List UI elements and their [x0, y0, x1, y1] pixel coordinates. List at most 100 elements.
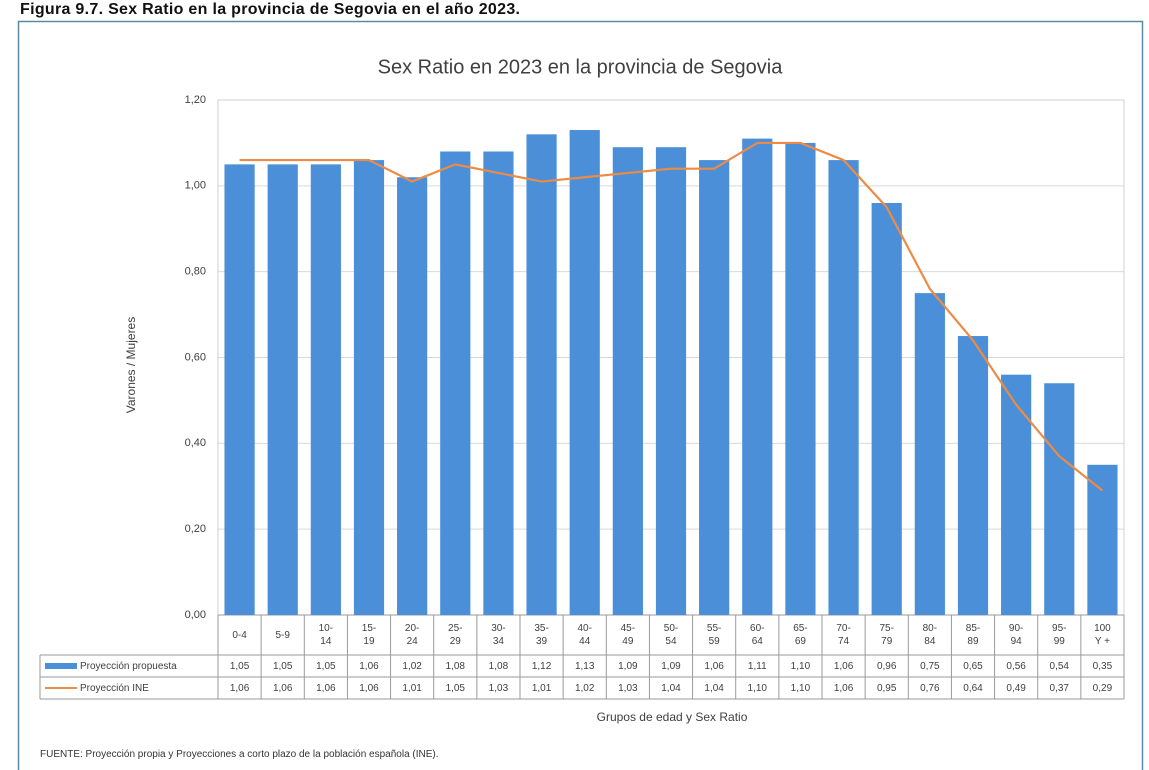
bar: [397, 177, 428, 615]
bar: [957, 336, 989, 615]
y-tick-label: 1,00: [185, 180, 206, 192]
table-value: 1,01: [402, 682, 422, 694]
table-value: 1,11: [747, 660, 767, 672]
bar: [310, 164, 341, 615]
table-value: 1,04: [704, 682, 724, 694]
bar: [224, 164, 255, 615]
table-value: 1,08: [445, 660, 465, 672]
bar: [569, 130, 600, 615]
category-label: 25- 29: [448, 623, 463, 647]
category-label: 10- 14: [318, 623, 334, 647]
bar: [612, 147, 643, 616]
legend-label: Proyección INE: [80, 682, 149, 694]
table-value: 1,06: [833, 660, 854, 672]
table-value: 1,03: [618, 682, 638, 694]
table-value: 1,06: [359, 682, 379, 694]
table-value: 1,06: [833, 682, 854, 694]
table-value: 1,10: [790, 660, 811, 672]
category-label: 45- 49: [620, 623, 636, 647]
category-label: 35- 39: [534, 623, 549, 647]
table-value: 0,35: [1092, 660, 1113, 672]
figure-caption: Figura 9.7. Sex Ratio en la provincia de…: [20, 1, 521, 18]
bar: [483, 151, 514, 615]
line: [239, 141, 1104, 492]
category-label: 65- 69: [793, 623, 808, 647]
chart-title: Sex Ratio en 2023 en la provincia de Seg…: [378, 56, 784, 78]
bar: [742, 138, 773, 615]
category-label: 55- 59: [706, 623, 722, 647]
source-note: FUENTE: Proyección propia y Proyecciones…: [40, 749, 439, 760]
category-label: 100 Y +: [1094, 623, 1111, 647]
table-value: 0,64: [963, 682, 983, 694]
table-value: 0,37: [1049, 682, 1069, 694]
bar: [267, 164, 298, 615]
frame: [17, 20, 1144, 770]
table-value: 1,05: [445, 682, 465, 694]
bar: [871, 203, 902, 615]
table-value: 1,02: [402, 660, 422, 672]
y-tick-label: 0,00: [185, 609, 206, 621]
bar: [526, 134, 557, 616]
category-label: 0-4: [232, 629, 247, 641]
table-value: 1,04: [661, 682, 681, 694]
bar: [1044, 383, 1075, 615]
table-value: 1,01: [531, 682, 552, 694]
table-value: 1,06: [704, 660, 724, 672]
table-value: 0,29: [1092, 682, 1113, 694]
category-label: 60- 64: [750, 623, 765, 647]
y-tick-label: 0,40: [185, 437, 206, 449]
table-value: 1,10: [790, 682, 811, 694]
bar: [1087, 464, 1118, 615]
bar: [699, 160, 730, 616]
bar: [655, 147, 687, 616]
table-value: 1,09: [661, 660, 681, 672]
legend-label: Proyección propuesta: [80, 660, 177, 672]
table-value: 0,49: [1006, 682, 1026, 694]
table-value: 1,06: [229, 682, 250, 694]
y-tick-label: 0,80: [185, 266, 206, 278]
table-value: 0,65: [963, 660, 983, 672]
table-value: 0,95: [876, 682, 897, 694]
table-value: 1,10: [747, 682, 767, 694]
bar: [1001, 374, 1032, 615]
category-label: 85- 89: [965, 623, 981, 647]
category-label: 70- 74: [836, 623, 851, 647]
y-axis-label: Varones / Mujeres: [124, 317, 138, 414]
table-value: 1,05: [272, 660, 293, 672]
y-tick-label: 0,60: [185, 351, 206, 363]
table-value: 1,09: [618, 660, 638, 672]
table-value: 1,05: [316, 660, 336, 672]
category-label: 90- 94: [1008, 623, 1024, 647]
category-label: 75- 79: [879, 623, 894, 647]
table-value: 1,06: [359, 660, 379, 672]
table-value: 1,13: [574, 660, 595, 672]
bar: [440, 151, 471, 615]
table-value: 1,02: [574, 682, 595, 694]
table-value: 0,75: [920, 660, 940, 672]
table-value: 1,06: [272, 682, 293, 694]
table-value: 1,03: [488, 682, 509, 694]
table-value: 1,05: [229, 660, 250, 672]
table-value: 0,76: [920, 682, 940, 694]
table-value: 0,96: [876, 660, 897, 672]
y-tick-label: 1,20: [185, 94, 206, 106]
bar: [828, 160, 859, 616]
category-label: 20- 24: [404, 623, 420, 647]
category-label: 5-9: [275, 629, 290, 641]
table-value: 1,08: [488, 660, 509, 672]
category-label: 95- 99: [1052, 623, 1067, 647]
table-value: 0,54: [1049, 660, 1069, 672]
table-value: 1,06: [316, 682, 336, 694]
category-label: 30- 34: [491, 623, 506, 647]
x-axis-label: Grupos de edad y Sex Ratio: [597, 710, 748, 724]
y-tick-label: 0,20: [185, 523, 206, 535]
bar: [785, 142, 816, 615]
category-label: 15- 19: [361, 623, 377, 647]
bar: [353, 160, 385, 616]
legend-swatch: [45, 663, 77, 669]
bar: [914, 293, 945, 615]
table-value: 1,12: [531, 660, 552, 672]
category-label: 80- 84: [922, 623, 938, 647]
